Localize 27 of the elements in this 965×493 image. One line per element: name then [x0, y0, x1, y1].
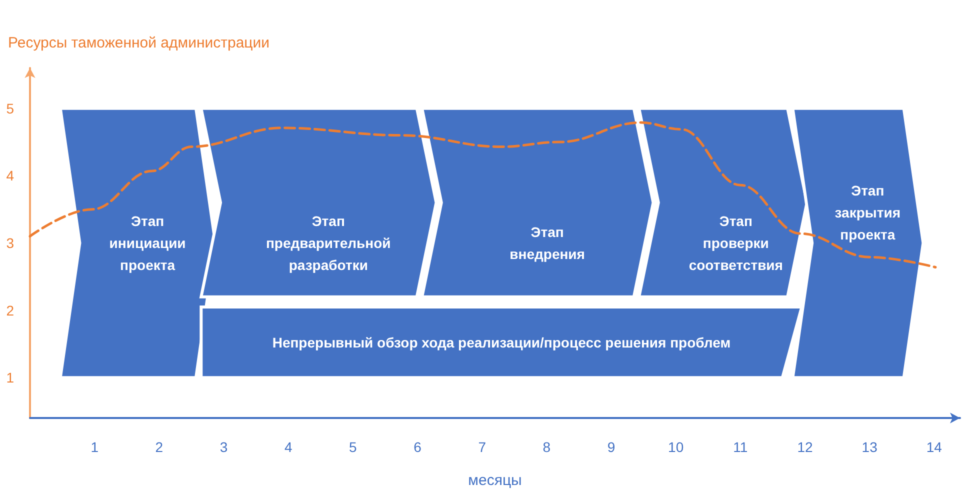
x-tick-label: 9	[607, 439, 616, 455]
y-tick-label: 5	[6, 100, 14, 116]
band-label: Этап внедрения	[510, 224, 585, 262]
y-tick-label: 3	[6, 235, 14, 251]
x-tick-label: 6	[414, 439, 422, 455]
x-tick-label: 1	[90, 439, 99, 455]
x-tick-label: 3	[220, 439, 228, 455]
x-tick-label: 4	[284, 439, 292, 455]
x-tick-label: 13	[862, 439, 878, 455]
band-label: Этап закрытия проекта	[834, 182, 901, 243]
y-tick-label: 4	[6, 168, 14, 184]
x-tick-label: 11	[733, 439, 748, 455]
y-tick-label: 1	[6, 370, 14, 386]
x-axis-title: месяцы	[468, 472, 522, 489]
x-tick-label: 8	[542, 439, 551, 455]
x-tick-label: 2	[155, 439, 164, 455]
band-label: Этап проверки соответствия	[688, 213, 783, 273]
y-tick-label: 2	[6, 302, 14, 318]
x-tick-label: 10	[668, 439, 684, 455]
x-tick-label: 14	[926, 439, 942, 455]
x-tick-label: 12	[797, 439, 813, 455]
x-tick-label: 5	[349, 439, 358, 455]
band-label: Непрерывный обзор хода реализации/процесс решения проблем	[272, 334, 731, 350]
band-label: Этап предварительной разработки	[266, 213, 391, 273]
y-axis-title: Ресурсы таможенной администрации	[8, 34, 270, 52]
band-label: Этап инициации проекта	[109, 213, 186, 273]
x-tick-label: 7	[478, 439, 486, 455]
